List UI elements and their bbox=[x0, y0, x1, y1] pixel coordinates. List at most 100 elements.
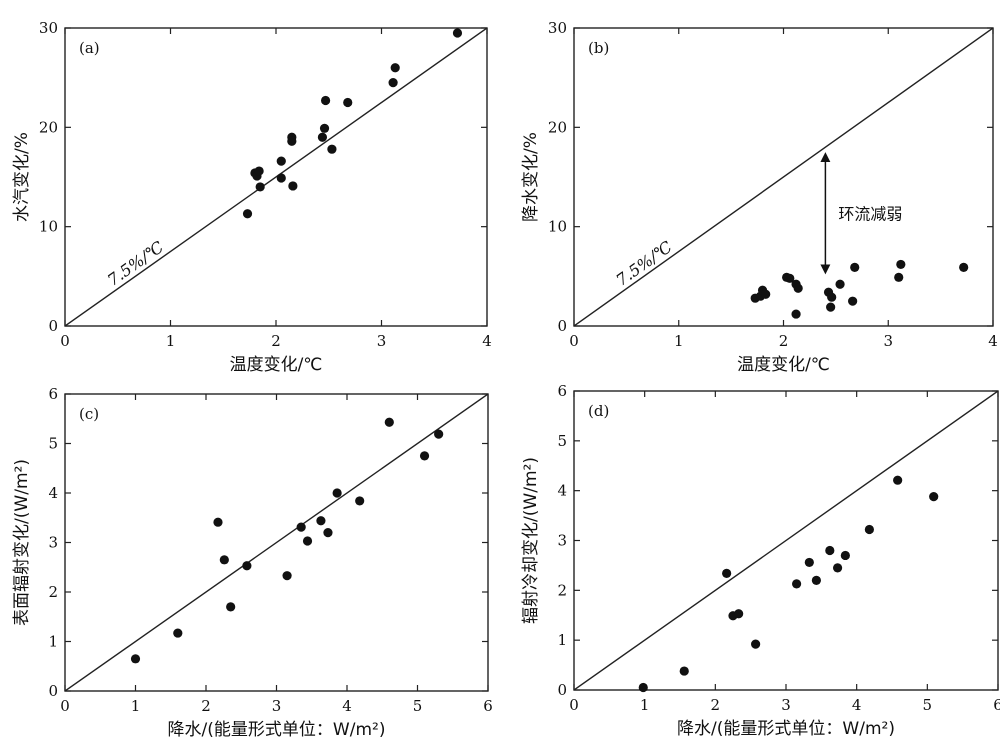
y-tick-label: 0 bbox=[48, 317, 58, 335]
data-point bbox=[226, 602, 236, 612]
data-point bbox=[255, 182, 265, 192]
x-tick-label: 3 bbox=[272, 697, 282, 715]
data-point bbox=[320, 95, 331, 106]
y-tick-label: 0 bbox=[48, 682, 58, 700]
reference-line bbox=[65, 394, 488, 691]
y-tick-label: 5 bbox=[557, 432, 567, 450]
panel-label: (a) bbox=[79, 39, 100, 57]
data-point bbox=[384, 417, 394, 427]
x-tick-label: 0 bbox=[60, 332, 70, 350]
y-tick-label: 4 bbox=[557, 482, 567, 500]
x-axis-title: 温度变化/℃ bbox=[737, 355, 830, 375]
x-tick-label: 0 bbox=[569, 696, 579, 714]
data-point bbox=[276, 173, 286, 183]
y-tick-label: 10 bbox=[39, 218, 58, 236]
x-tick-label: 4 bbox=[482, 332, 492, 350]
data-point bbox=[804, 557, 814, 568]
panel-c: 0 1 2 3 4 5 6 0 1 2 3 4 5 6 (c) 降水/(能量形式单位：W/m²) 表面辐射变化/… bbox=[12, 385, 493, 740]
data-point bbox=[832, 563, 843, 573]
data-point bbox=[791, 309, 801, 319]
x-tick-label: 1 bbox=[674, 332, 684, 350]
data-point bbox=[679, 666, 689, 676]
data-point bbox=[722, 568, 732, 578]
y-axis-title: 辐射冷却变化/(W/m²) bbox=[521, 457, 541, 624]
panel-b: 7.5%/℃ 0 1 2 3 4 0 10 20 30 (b) 温度变化/℃ 降水变化/% 环流减弱 bbox=[521, 19, 998, 375]
data-point bbox=[332, 488, 342, 498]
x-tick-label: 3 bbox=[781, 696, 791, 714]
data-point bbox=[894, 272, 904, 282]
x-tick-label: 5 bbox=[923, 696, 933, 714]
data-point bbox=[254, 166, 264, 176]
y-tick-label: 6 bbox=[48, 385, 58, 403]
reference-line bbox=[574, 28, 993, 326]
y-tick-label: 3 bbox=[48, 534, 58, 552]
y-tick-label: 4 bbox=[48, 484, 58, 502]
y-axis-title: 表面辐射变化/(W/m²) bbox=[12, 459, 32, 626]
y-tick-label: 30 bbox=[548, 19, 567, 37]
data-point bbox=[751, 639, 761, 649]
data-point bbox=[317, 132, 328, 142]
x-tick-label: 1 bbox=[640, 696, 650, 714]
reference-line bbox=[574, 391, 998, 690]
data-point bbox=[276, 156, 286, 166]
data-point bbox=[242, 561, 252, 571]
panel-label: (d) bbox=[588, 402, 609, 420]
x-tick-label: 3 bbox=[883, 332, 893, 350]
x-tick-label: 6 bbox=[483, 697, 493, 715]
data-point bbox=[929, 492, 939, 502]
panel-d: 0 1 2 3 4 5 6 0 1 2 3 4 5 6 (d) 降水/(能量形式单位：W/m²) 辐射冷却变化/… bbox=[521, 382, 1000, 739]
data-point bbox=[302, 536, 313, 546]
reference-line-label: 7.5%/℃ bbox=[104, 237, 167, 289]
data-point bbox=[959, 262, 969, 272]
data-point bbox=[638, 682, 648, 693]
y-tick-label: 5 bbox=[48, 435, 58, 453]
data-point bbox=[388, 78, 398, 88]
y-tick-label: 20 bbox=[39, 118, 58, 136]
x-tick-label: 1 bbox=[131, 697, 141, 715]
data-point bbox=[811, 575, 821, 585]
data-point bbox=[219, 555, 229, 565]
y-tick-label: 2 bbox=[557, 581, 567, 599]
data-point bbox=[319, 123, 330, 133]
data-point bbox=[173, 628, 183, 638]
panel-a: 7.5%/℃ 0 1 2 3 4 0 10 20 30 (a) 温度变化/℃ 水汽变化/% bbox=[12, 19, 492, 375]
x-tick-label: 5 bbox=[413, 697, 423, 715]
y-axis-title: 水汽变化/% bbox=[12, 132, 32, 222]
y-tick-label: 30 bbox=[39, 19, 58, 37]
y-axis-title: 降水变化/% bbox=[521, 132, 541, 222]
data-point bbox=[827, 292, 837, 302]
data-point bbox=[316, 516, 326, 526]
x-tick-label: 4 bbox=[988, 332, 998, 350]
y-tick-label: 3 bbox=[557, 532, 567, 550]
data-point bbox=[288, 181, 298, 191]
x-tick-label: 2 bbox=[711, 696, 721, 714]
annotation-label: 环流减弱 bbox=[838, 204, 902, 223]
data-point bbox=[825, 545, 835, 556]
x-tick-label: 2 bbox=[271, 332, 281, 350]
x-tick-label: 0 bbox=[60, 697, 70, 715]
data-point bbox=[785, 273, 795, 283]
x-axis-title: 降水/(能量形式单位：W/m²) bbox=[677, 719, 895, 739]
x-tick-label: 2 bbox=[779, 332, 789, 350]
reference-line bbox=[65, 28, 487, 326]
data-point bbox=[840, 550, 850, 561]
data-point bbox=[734, 609, 744, 619]
data-point bbox=[390, 63, 400, 73]
data-point bbox=[130, 654, 141, 664]
data-point bbox=[355, 496, 365, 506]
x-tick-label: 6 bbox=[993, 696, 1000, 714]
panel-label: (c) bbox=[79, 405, 99, 423]
x-tick-label: 4 bbox=[852, 696, 862, 714]
data-point bbox=[343, 97, 353, 108]
data-point bbox=[835, 279, 845, 289]
data-point bbox=[434, 429, 444, 439]
data-point bbox=[864, 524, 874, 535]
x-axis-title: 温度变化/℃ bbox=[230, 355, 323, 375]
x-tick-label: 0 bbox=[569, 332, 579, 350]
data-point bbox=[419, 451, 430, 461]
data-point bbox=[793, 283, 803, 293]
data-point bbox=[848, 296, 858, 306]
x-tick-label: 2 bbox=[201, 697, 211, 715]
data-point bbox=[893, 475, 903, 485]
